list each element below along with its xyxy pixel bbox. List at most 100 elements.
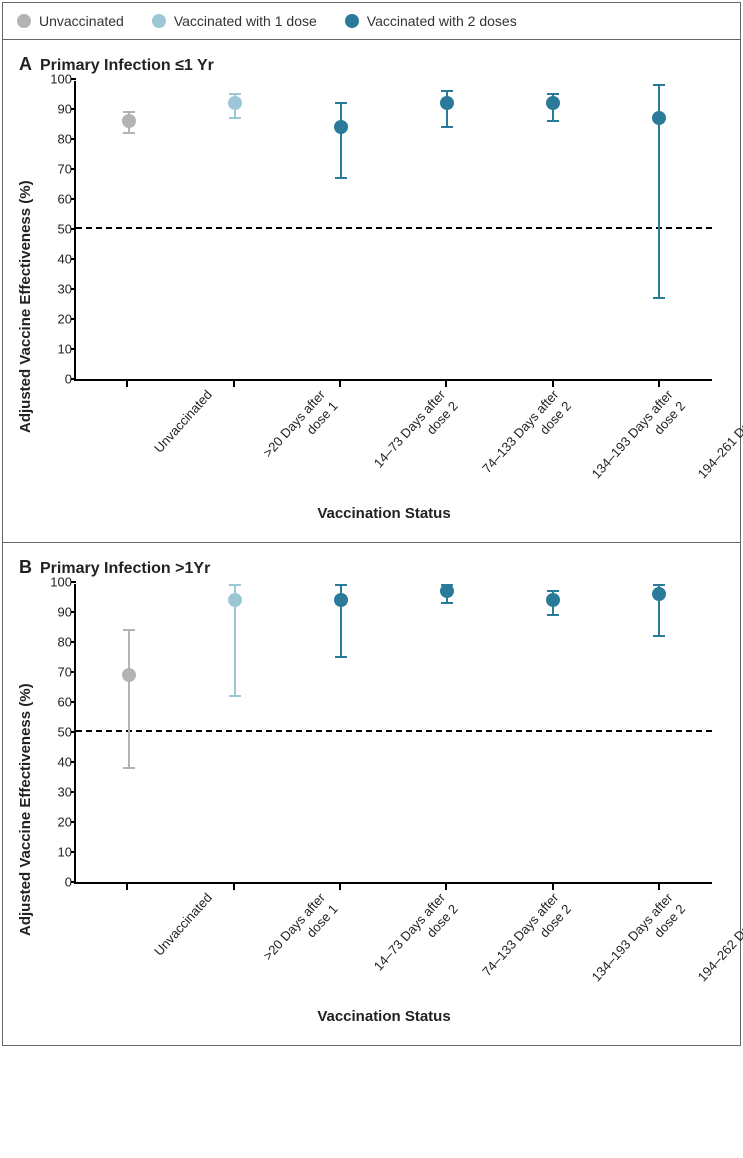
legend-label: Unvaccinated [39,13,124,29]
error-cap-bottom [441,602,453,604]
error-cap-bottom [229,695,241,697]
y-tick-mark [71,378,76,380]
legend-dot-dose1 [152,14,166,28]
x-tick-mark [658,884,660,890]
error-cap-top [335,102,347,104]
y-tick-label: 100 [40,72,72,87]
marker [546,96,560,110]
y-tick-mark [71,641,76,643]
marker [122,114,136,128]
y-tick-label: 70 [40,665,72,680]
y-tick-label: 0 [40,875,72,890]
y-tick-label: 20 [40,312,72,327]
y-tick-mark [71,288,76,290]
x-tick-label: 74–133 Days afterdose 2 [479,890,575,992]
panel-title: APrimary Infection ≤1 Yr [19,54,730,75]
y-tick-label: 90 [40,605,72,620]
y-tick-mark [71,671,76,673]
error-cap-bottom [123,767,135,769]
x-tick-label: 194–262 Days afterdose 2 [694,890,743,997]
error-cap-top [547,93,559,95]
y-tick-label: 100 [40,575,72,590]
x-tick-label: 134–193 Days afterdose 2 [588,387,689,494]
x-tick-label: 134–193 Days afterdose 2 [588,890,689,997]
error-cap-top [123,111,135,113]
error-cap-top [123,629,135,631]
panels-host: APrimary Infection ≤1 Yr Adjusted Vaccine… [3,40,740,1045]
x-tick-label: 194–261 Days afterdose 2 [694,387,743,494]
error-cap-bottom [653,297,665,299]
y-tick-mark [71,611,76,613]
y-tick-mark [71,108,76,110]
error-cap-top [335,584,347,586]
panel-A: APrimary Infection ≤1 YrAdjusted Vaccine… [3,40,740,542]
marker [228,96,242,110]
reference-line [76,730,712,732]
y-tick-label: 50 [40,725,72,740]
y-tick-label: 80 [40,635,72,650]
x-tick-mark [445,381,447,387]
chart-wrap: Adjusted Vaccine Effectiveness (%)010203… [13,584,730,1035]
y-tick-mark [71,138,76,140]
marker [440,96,454,110]
marker [334,120,348,134]
y-tick-label: 60 [40,192,72,207]
x-tick-label: Unvaccinated [151,387,216,457]
x-tick-label: 14–73 Days afterdose 2 [371,890,462,986]
error-cap-top [229,93,241,95]
y-tick-mark [71,168,76,170]
x-tick-mark [126,884,128,890]
y-tick-label: 40 [40,252,72,267]
x-axis-label: Vaccination Status [38,1008,730,1025]
y-axis-label: Adjusted Vaccine Effectiveness (%) [13,584,38,1035]
y-tick-mark [71,701,76,703]
x-tick-label: >20 Days afterdose 1 [260,387,342,473]
x-tick-mark [339,884,341,890]
reference-line [76,227,712,229]
y-tick-mark [71,851,76,853]
chart-wrap: Adjusted Vaccine Effectiveness (%)010203… [13,81,730,532]
legend-label: Vaccinated with 1 dose [174,13,317,29]
legend-item-dose2: Vaccinated with 2 doses [345,13,517,29]
panel-B: BPrimary Infection >1YrAdjusted Vaccine … [3,542,740,1045]
y-tick-mark [71,821,76,823]
marker [546,593,560,607]
error-cap-bottom [441,126,453,128]
x-tick-mark [339,381,341,387]
y-tick-mark [71,78,76,80]
x-tick-mark [126,381,128,387]
error-cap-bottom [547,120,559,122]
y-tick-label: 10 [40,342,72,357]
plot-area: 0102030405060708090100 [74,584,712,884]
legend-label: Vaccinated with 2 doses [367,13,517,29]
x-tick-label: 14–73 Days afterdose 2 [371,387,462,483]
marker [652,587,666,601]
y-tick-label: 40 [40,755,72,770]
x-tick-label: >20 Days afterdose 1 [260,890,342,976]
error-bar [340,103,342,178]
y-tick-mark [71,791,76,793]
marker [228,593,242,607]
marker [334,593,348,607]
marker [440,584,454,598]
error-cap-top [441,90,453,92]
y-tick-label: 90 [40,102,72,117]
x-tick-mark [233,884,235,890]
error-cap-bottom [229,117,241,119]
legend-dot-unvaccinated [17,14,31,28]
x-tick-mark [658,381,660,387]
x-ticks: Unvaccinated>20 Days afterdose 114–73 Da… [74,884,712,1004]
error-cap-top [653,584,665,586]
x-tick-mark [552,381,554,387]
y-tick-mark [71,881,76,883]
y-tick-label: 20 [40,815,72,830]
y-tick-mark [71,348,76,350]
legend-item-unvaccinated: Unvaccinated [17,13,124,29]
y-tick-label: 10 [40,845,72,860]
error-cap-top [653,84,665,86]
x-tick-mark [233,381,235,387]
error-cap-top [547,590,559,592]
marker [122,668,136,682]
y-tick-label: 30 [40,785,72,800]
error-cap-bottom [547,614,559,616]
